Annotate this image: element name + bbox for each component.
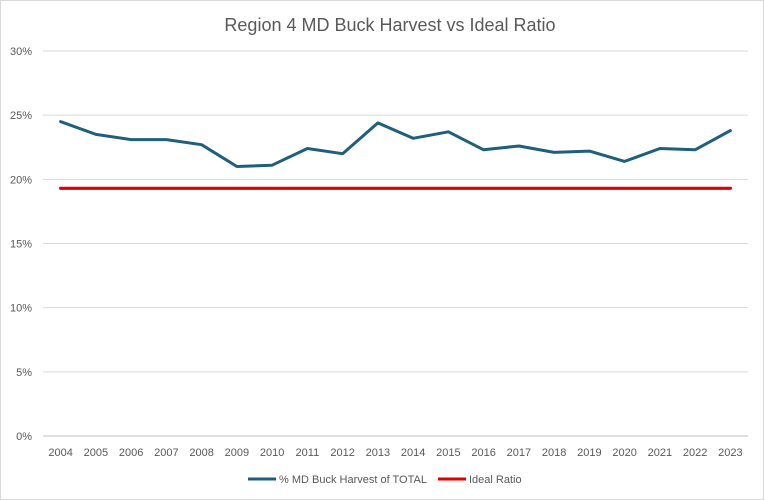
gridlines	[43, 50, 748, 437]
x-tick-label: 2012	[330, 447, 354, 459]
y-tick-label: 10%	[10, 303, 32, 315]
x-tick-label: 2011	[296, 447, 320, 459]
x-axis: 2004 2005 2006 2007 2008 2009 2010 2011 2012 2013…	[48, 447, 742, 459]
x-tick-label: 2009	[225, 447, 249, 459]
y-tick-label: 20%	[10, 174, 32, 186]
x-tick-label: 2005	[84, 447, 108, 459]
x-tick-label: 2013	[366, 447, 390, 459]
x-tick-label: 2004	[48, 447, 72, 459]
x-tick-label: 2007	[154, 447, 178, 459]
series-group	[58, 120, 733, 190]
y-tick-label: 0%	[16, 431, 32, 443]
x-tick-label: 2019	[577, 447, 601, 459]
x-tick-label: 2017	[507, 447, 531, 459]
legend-label: Ideal Ratio	[469, 474, 522, 486]
legend: % MD Buck Harvest of TOTAL Ideal Ratio	[248, 474, 522, 486]
x-tick-label: 2020	[612, 447, 636, 459]
x-tick-label: 2006	[119, 447, 143, 459]
y-tick-label: 25%	[10, 110, 32, 122]
x-tick-label: 2018	[542, 447, 566, 459]
x-tick-label: 2015	[436, 447, 460, 459]
x-tick-label: 2008	[189, 447, 213, 459]
x-tick-label: 2022	[683, 447, 707, 459]
x-tick-label: 2010	[260, 447, 284, 459]
legend-label: % MD Buck Harvest of TOTAL	[279, 474, 427, 486]
y-tick-label: 15%	[10, 239, 32, 251]
x-tick-label: 2014	[401, 447, 425, 459]
x-tick-label: 2023	[718, 447, 742, 459]
series-line-0	[59, 120, 732, 168]
y-tick-label: 5%	[16, 367, 32, 379]
y-tick-label: 30%	[10, 46, 32, 58]
y-axis: 0% 5% 10% 15% 20% 25% 30%	[10, 46, 32, 443]
x-tick-label: 2021	[648, 447, 672, 459]
chart-title: Region 4 MD Buck Harvest vs Ideal Ratio	[224, 15, 555, 35]
x-tick-label: 2016	[471, 447, 495, 459]
